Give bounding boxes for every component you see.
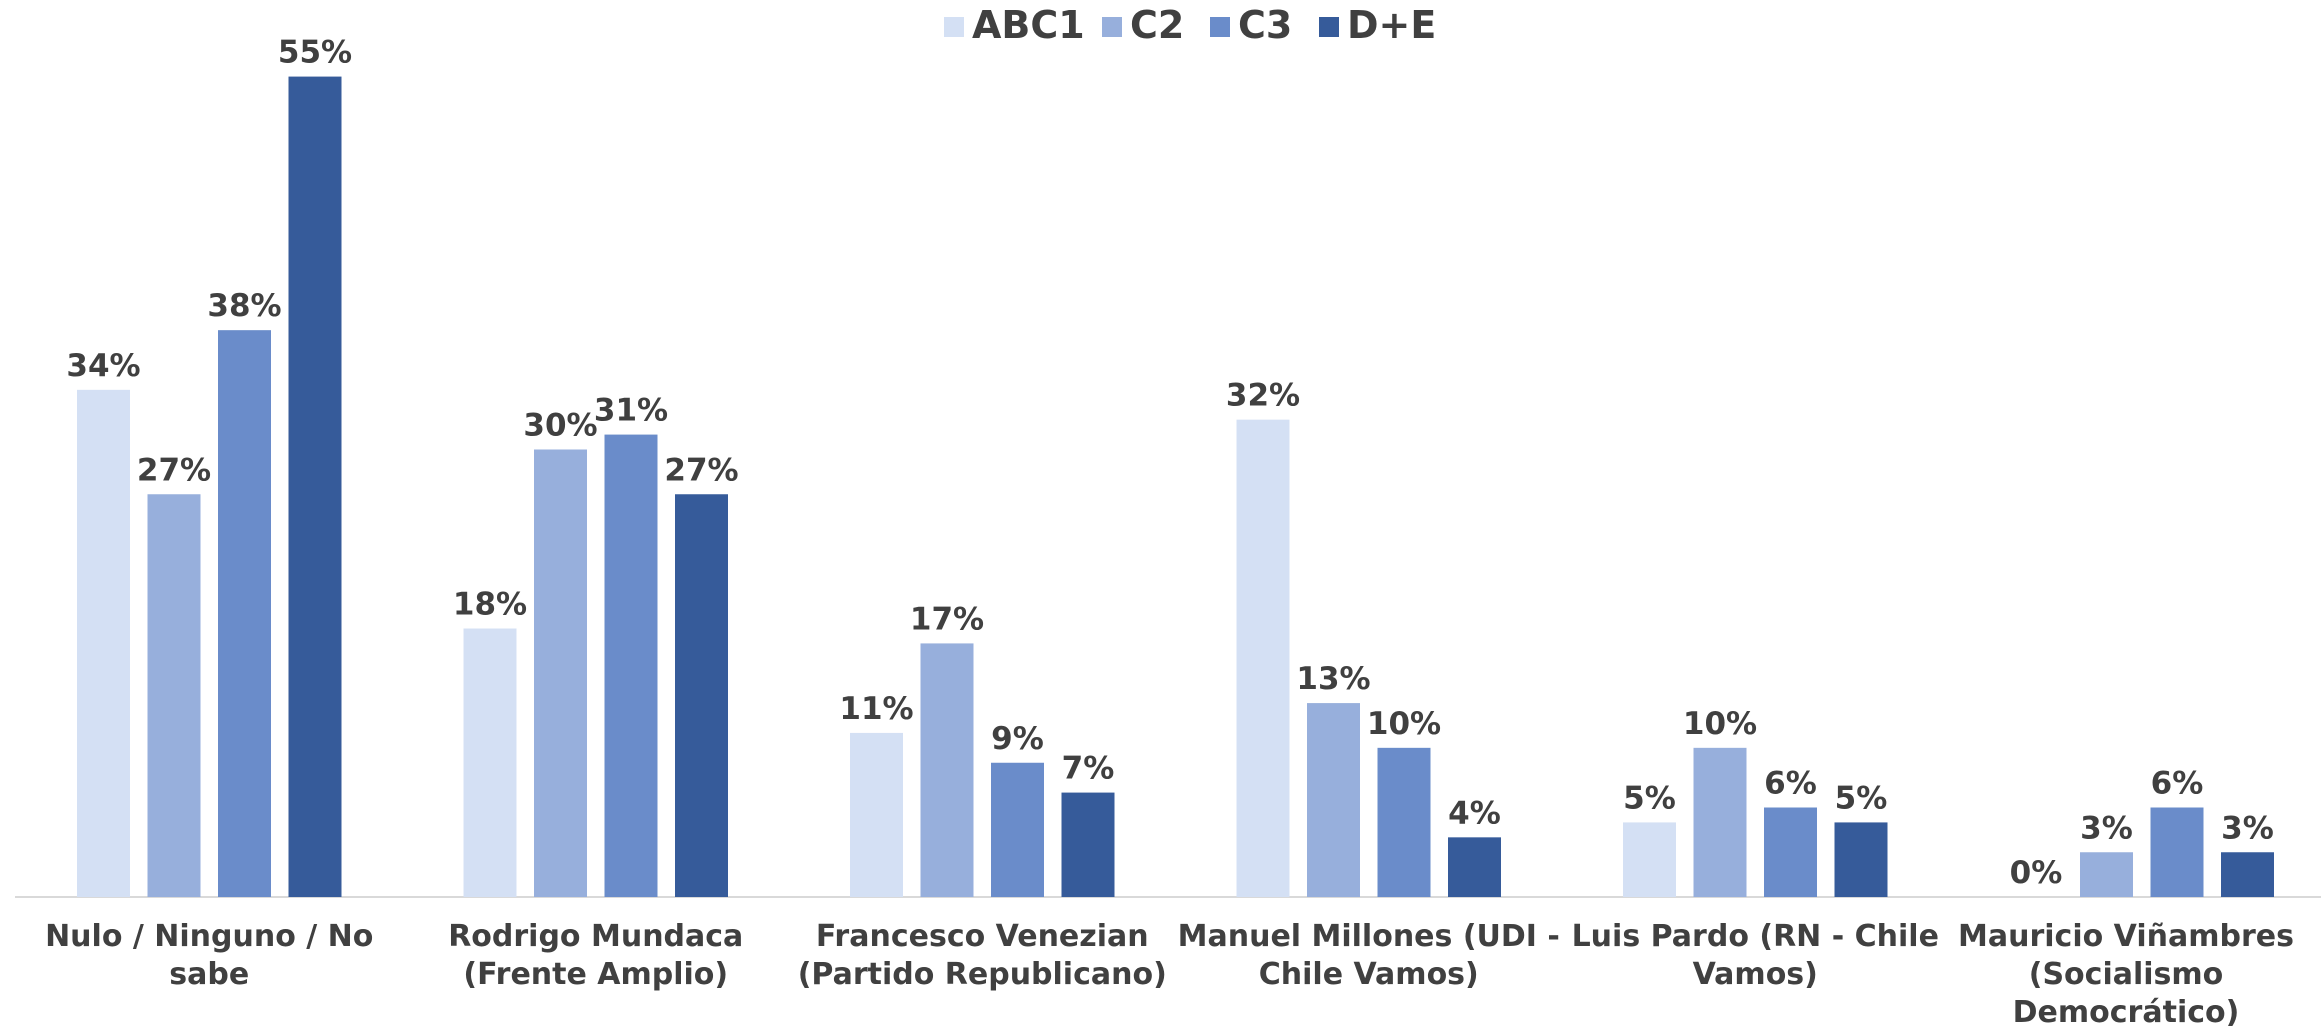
data-label: 5% — [1835, 780, 1888, 816]
bar — [1623, 822, 1676, 897]
data-label: 0% — [2010, 855, 2063, 891]
legend-label: ABC1 — [972, 3, 1085, 47]
data-label: 6% — [1764, 766, 1817, 802]
data-label: 27% — [137, 452, 211, 488]
bar — [147, 494, 201, 897]
bar — [463, 628, 517, 897]
x-tick-label: Luis Pardo (RN - Chile Vamos) — [1571, 919, 1939, 992]
x-tick-label: Francesco Venezian (Partido Republicano) — [797, 919, 1167, 992]
legend-swatch — [1102, 17, 1122, 37]
data-label: 11% — [839, 691, 913, 727]
data-label: 38% — [207, 288, 281, 324]
data-label: 5% — [1623, 780, 1676, 816]
data-label: 4% — [1448, 795, 1501, 831]
bar — [1377, 747, 1431, 897]
data-label: 32% — [1226, 378, 1300, 414]
data-label: 31% — [594, 393, 668, 429]
bar — [2080, 852, 2133, 897]
data-label: 3% — [2080, 810, 2133, 846]
bar — [1693, 747, 1747, 897]
data-label: 6% — [2151, 766, 2204, 802]
data-label: 34% — [66, 348, 140, 384]
bar — [534, 449, 587, 897]
legend-label: D+E — [1347, 3, 1436, 47]
bar — [920, 643, 974, 897]
bar — [675, 494, 728, 897]
bar — [604, 434, 658, 897]
bar — [2150, 807, 2204, 897]
bar — [77, 389, 130, 897]
data-label: 10% — [1683, 706, 1757, 742]
data-label: 7% — [1062, 751, 1115, 787]
data-label: 55% — [278, 35, 352, 71]
bar — [1307, 703, 1360, 897]
x-tick-label: Nulo / Ninguno / No sabe — [45, 919, 374, 992]
bar — [991, 762, 1044, 897]
bar — [850, 732, 903, 897]
x-tick-label: Manuel Millones (UDI - Chile Vamos) — [1177, 919, 1560, 992]
legend-swatch — [1319, 17, 1339, 37]
bar — [1448, 837, 1501, 897]
x-tick-label: Mauricio Viñambres (Socialismo Democráti… — [1958, 919, 2294, 1030]
data-label: 9% — [991, 721, 1044, 757]
bar — [1834, 822, 1888, 897]
bar — [288, 76, 342, 898]
bar — [218, 330, 271, 898]
legend-label: C2 — [1130, 3, 1184, 47]
bar — [1061, 792, 1115, 897]
data-label: 30% — [523, 408, 597, 444]
legend-swatch — [944, 17, 964, 37]
x-tick-label: Rodrigo Mundaca (Frente Amplio) — [448, 919, 744, 992]
data-label: 13% — [1296, 661, 1370, 697]
legend-label: C3 — [1238, 3, 1292, 47]
data-label: 27% — [664, 452, 738, 488]
bar — [2221, 852, 2274, 897]
data-label: 17% — [910, 601, 984, 637]
bar — [1764, 807, 1817, 897]
data-label: 10% — [1367, 706, 1441, 742]
bar — [1236, 419, 1290, 897]
data-label: 18% — [453, 587, 527, 623]
legend-swatch — [1210, 17, 1230, 37]
data-label: 3% — [2221, 810, 2274, 846]
